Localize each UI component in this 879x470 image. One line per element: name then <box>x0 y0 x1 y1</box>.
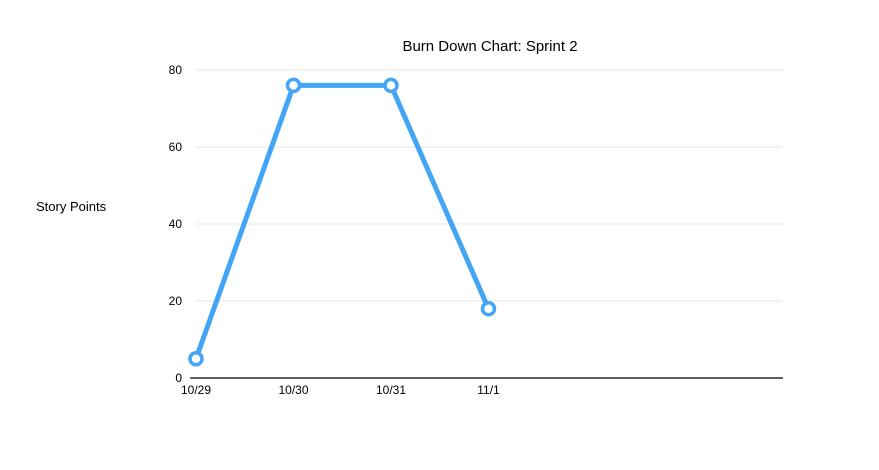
y-tick-labels: 0 20 40 60 80 <box>169 63 183 385</box>
series-layer <box>188 77 497 367</box>
data-point <box>188 351 204 367</box>
x-tick-label: 10/29 <box>181 383 211 397</box>
data-point <box>383 77 399 94</box>
y-tick-label: 0 <box>175 371 182 385</box>
chart-title: Burn Down Chart: Sprint 2 <box>402 38 578 55</box>
data-point <box>285 77 302 94</box>
x-tick-label: 10/31 <box>376 383 406 397</box>
y-tick-label: 40 <box>169 217 183 231</box>
gridlines <box>196 69 783 302</box>
series-line <box>193 82 491 362</box>
x-tick-label: 11/1 <box>477 383 500 397</box>
x-tick-label: 10/30 <box>278 383 308 397</box>
y-tick-label: 80 <box>169 63 183 77</box>
x-tick-labels: 10/29 10/30 10/31 11/1 <box>181 383 500 397</box>
data-point <box>480 300 497 317</box>
y-axis-label: Story Points <box>36 199 107 214</box>
y-tick-label: 20 <box>169 294 183 308</box>
y-tick-label: 60 <box>169 140 183 154</box>
